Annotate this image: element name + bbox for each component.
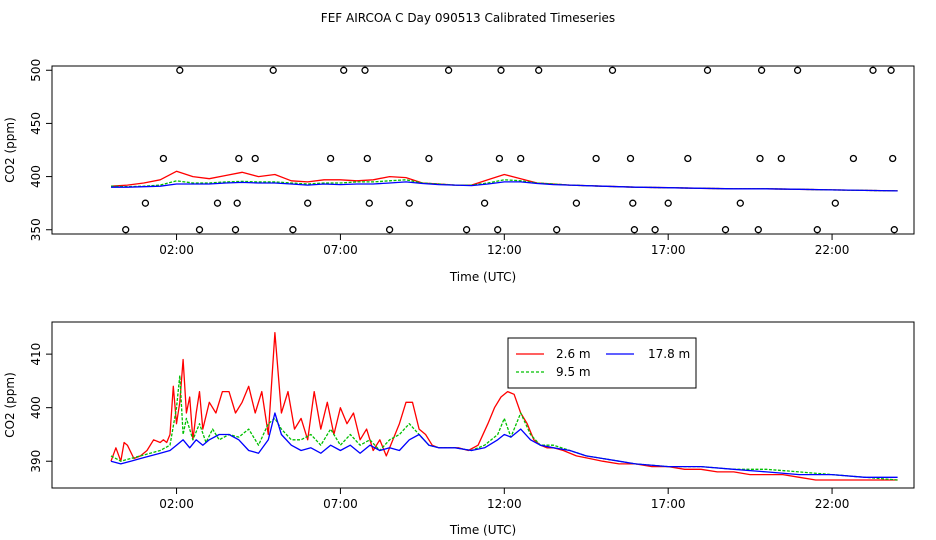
calibration-point-37 bbox=[664, 199, 672, 207]
panel-tower-profiles: 02:00 07:00 12:00 17:00 22:00 390 400 410 Time … bbox=[3, 321, 915, 537]
series-lines-top bbox=[110, 170, 898, 192]
y-tick-label-0-2: 450 bbox=[29, 112, 43, 135]
calibration-point-35 bbox=[630, 226, 639, 234]
x-tick-label-1-3: 17:00 bbox=[651, 497, 686, 511]
calibration-point-18 bbox=[385, 226, 394, 234]
plot-frame-top bbox=[51, 65, 915, 235]
plot-frame-bottom bbox=[51, 321, 915, 489]
x-tick-label-0-1: 07:00 bbox=[323, 243, 358, 257]
calibration-point-39 bbox=[703, 66, 712, 74]
legend-label-2-6m: 2.6 m bbox=[556, 347, 591, 361]
axes-bottom: 02:00 07:00 12:00 17:00 22:00 390 400 410 bbox=[29, 343, 849, 511]
calibration-point-12 bbox=[304, 199, 312, 207]
calibration-point-9 bbox=[251, 154, 259, 163]
calibration-point-23 bbox=[480, 199, 489, 207]
calibration-point-26 bbox=[497, 66, 505, 74]
x-tick-label-0-0: 02:00 bbox=[159, 243, 194, 257]
series-line-0-17-8-m bbox=[111, 181, 898, 192]
x-tick-label-0-4: 22:00 bbox=[815, 243, 850, 257]
x-tick-label-0-3: 17:00 bbox=[651, 243, 686, 257]
calibration-point-51 bbox=[887, 66, 895, 74]
y-axis-label-top: CO2 (ppm) bbox=[3, 117, 17, 183]
calibration-point-43 bbox=[756, 154, 764, 163]
calibration-point-27 bbox=[517, 154, 525, 163]
calibration-point-3 bbox=[176, 66, 184, 74]
calibration-point-33 bbox=[626, 154, 635, 163]
calibration-point-30 bbox=[572, 199, 581, 207]
series-line-1-17-8-m bbox=[110, 412, 898, 478]
chart-title: FEF AIRCOA C Day 090513 Calibrated Times… bbox=[321, 11, 615, 25]
calibration-point-19 bbox=[405, 199, 413, 207]
calibration-point-50 bbox=[869, 66, 877, 74]
y-axis-label-bottom: CO2 (ppm) bbox=[3, 372, 17, 438]
calibration-point-0 bbox=[122, 226, 130, 234]
legend: 2.6 m 9.5 m 17.8 m bbox=[507, 337, 697, 389]
x-axis-label-bottom: Time (UTC) bbox=[449, 523, 516, 537]
axes-top: 02:00 07:00 12:00 17:00 22:00 350 400 450 500 bbox=[29, 59, 849, 257]
calibration-point-2 bbox=[159, 154, 168, 163]
series-lines-bottom bbox=[110, 332, 898, 481]
y-tick-label-1-1: 400 bbox=[29, 396, 43, 419]
x-tick-label-1-1: 07:00 bbox=[323, 497, 358, 511]
y-tick-label-0-3: 500 bbox=[29, 59, 43, 82]
calibration-point-34 bbox=[629, 199, 637, 207]
calibration-point-10 bbox=[269, 66, 277, 74]
calibration-point-7 bbox=[233, 199, 241, 207]
calibration-point-21 bbox=[444, 66, 453, 74]
series-line-0-2-6-m bbox=[110, 170, 898, 192]
calibration-point-40 bbox=[721, 226, 730, 234]
calibration-point-24 bbox=[494, 226, 502, 234]
calibration-point-14 bbox=[340, 66, 348, 74]
calibration-point-29 bbox=[553, 226, 561, 234]
calibration-point-41 bbox=[736, 199, 744, 207]
calibration-point-15 bbox=[361, 66, 369, 74]
calibration-point-8 bbox=[235, 154, 243, 163]
series-line-1-2-6-m bbox=[110, 332, 898, 481]
calibration-point-44 bbox=[757, 66, 766, 74]
x-axis-label-top: Time (UTC) bbox=[449, 270, 516, 284]
calibration-point-6 bbox=[231, 226, 240, 234]
calibration-point-31 bbox=[592, 154, 600, 163]
legend-label-17-8m: 17.8 m bbox=[648, 347, 690, 361]
x-tick-label-1-0: 02:00 bbox=[159, 497, 194, 511]
calibration-point-11 bbox=[289, 226, 297, 234]
x-tick-label-0-2: 12:00 bbox=[487, 243, 522, 257]
calibration-point-17 bbox=[365, 199, 373, 207]
legend-label-9-5m: 9.5 m bbox=[556, 365, 591, 379]
calibration-point-36 bbox=[651, 226, 659, 234]
y-tick-label-1-0: 390 bbox=[29, 450, 43, 473]
y-tick-label-0-0: 350 bbox=[29, 218, 43, 241]
calibration-point-28 bbox=[535, 66, 543, 74]
y-tick-label-0-1: 400 bbox=[29, 165, 43, 188]
calibration-point-22 bbox=[462, 226, 471, 234]
y-tick-label-1-2: 410 bbox=[29, 343, 43, 366]
calibration-point-20 bbox=[425, 154, 433, 163]
calibration-points bbox=[122, 66, 898, 234]
panel-calibration-standards: 02:00 07:00 12:00 17:00 22:00 350 400 450 500 Ti… bbox=[3, 59, 915, 284]
calibration-point-4 bbox=[195, 226, 204, 234]
x-tick-label-1-4: 22:00 bbox=[815, 497, 850, 511]
calibration-point-25 bbox=[495, 154, 504, 163]
calibration-point-42 bbox=[754, 226, 762, 234]
calibration-point-13 bbox=[326, 154, 335, 163]
calibration-point-45 bbox=[777, 154, 785, 163]
calibration-point-52 bbox=[889, 154, 897, 163]
calibration-point-5 bbox=[213, 199, 222, 207]
x-tick-label-1-2: 12:00 bbox=[487, 497, 522, 511]
calibration-point-46 bbox=[793, 66, 802, 74]
calibration-point-49 bbox=[849, 154, 858, 163]
calibration-point-38 bbox=[684, 154, 692, 163]
legend-box bbox=[507, 337, 697, 389]
calibration-point-32 bbox=[608, 66, 617, 74]
calibration-point-53 bbox=[890, 226, 898, 234]
calibration-point-1 bbox=[141, 199, 150, 207]
calibration-point-48 bbox=[831, 199, 839, 207]
calibration-point-47 bbox=[813, 226, 821, 234]
calibration-point-16 bbox=[363, 154, 371, 163]
